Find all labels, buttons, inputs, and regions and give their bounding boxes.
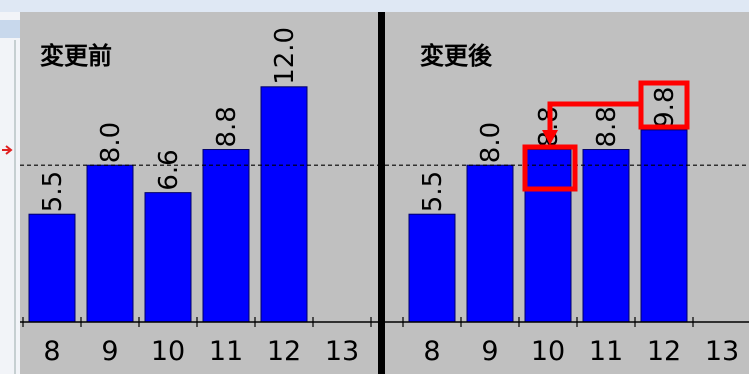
bar (86, 164, 134, 323)
x-tick-label: 9 (101, 336, 118, 367)
highlight-box (522, 144, 578, 192)
x-tick-label: 13 (325, 336, 359, 367)
annotation-arrowhead (542, 130, 558, 145)
data-label: 5.5 (38, 171, 68, 212)
data-label: 8.0 (476, 122, 506, 163)
x-tick-label: 8 (423, 336, 440, 367)
x-tick-label: 8 (43, 336, 60, 367)
data-label: 9.8 (650, 87, 680, 128)
chart-before: 変更前 8 5.5 9 8.0 10 6.6 11 8.8 12 12.0 13 (20, 27, 378, 367)
bar (28, 213, 76, 323)
chart-title: 変更前 (40, 42, 112, 70)
data-label: 8.8 (592, 106, 622, 147)
side-tab (0, 20, 20, 38)
side-arrow (2, 145, 13, 155)
side-strip (0, 0, 20, 374)
bar (408, 213, 456, 323)
x-tick-label: 9 (481, 336, 498, 367)
data-label: 8.8 (212, 106, 242, 147)
data-label: 12.0 (270, 27, 300, 85)
data-label: 5.5 (418, 171, 448, 212)
data-label: 8.0 (96, 122, 126, 163)
annotation (522, 80, 690, 192)
annotation-arrow (547, 101, 641, 132)
x-tick-label: 12 (647, 336, 681, 367)
x-tick-label: 12 (267, 336, 301, 367)
bar (640, 129, 688, 323)
bar (144, 192, 192, 323)
x-tick-label: 11 (209, 336, 243, 367)
bar (202, 149, 250, 323)
x-tick-label: 10 (151, 336, 185, 367)
x-tick-label: 11 (589, 336, 623, 367)
data-label: 6.6 (154, 149, 184, 190)
chart-title: 変更後 (420, 42, 493, 70)
bar (466, 164, 514, 323)
top-strip (0, 0, 749, 12)
x-tick-label: 10 (531, 336, 565, 367)
x-tick-label: 13 (705, 336, 739, 367)
bar (582, 149, 630, 323)
bar (260, 86, 308, 323)
bar (524, 149, 572, 323)
panel-before (20, 12, 378, 374)
